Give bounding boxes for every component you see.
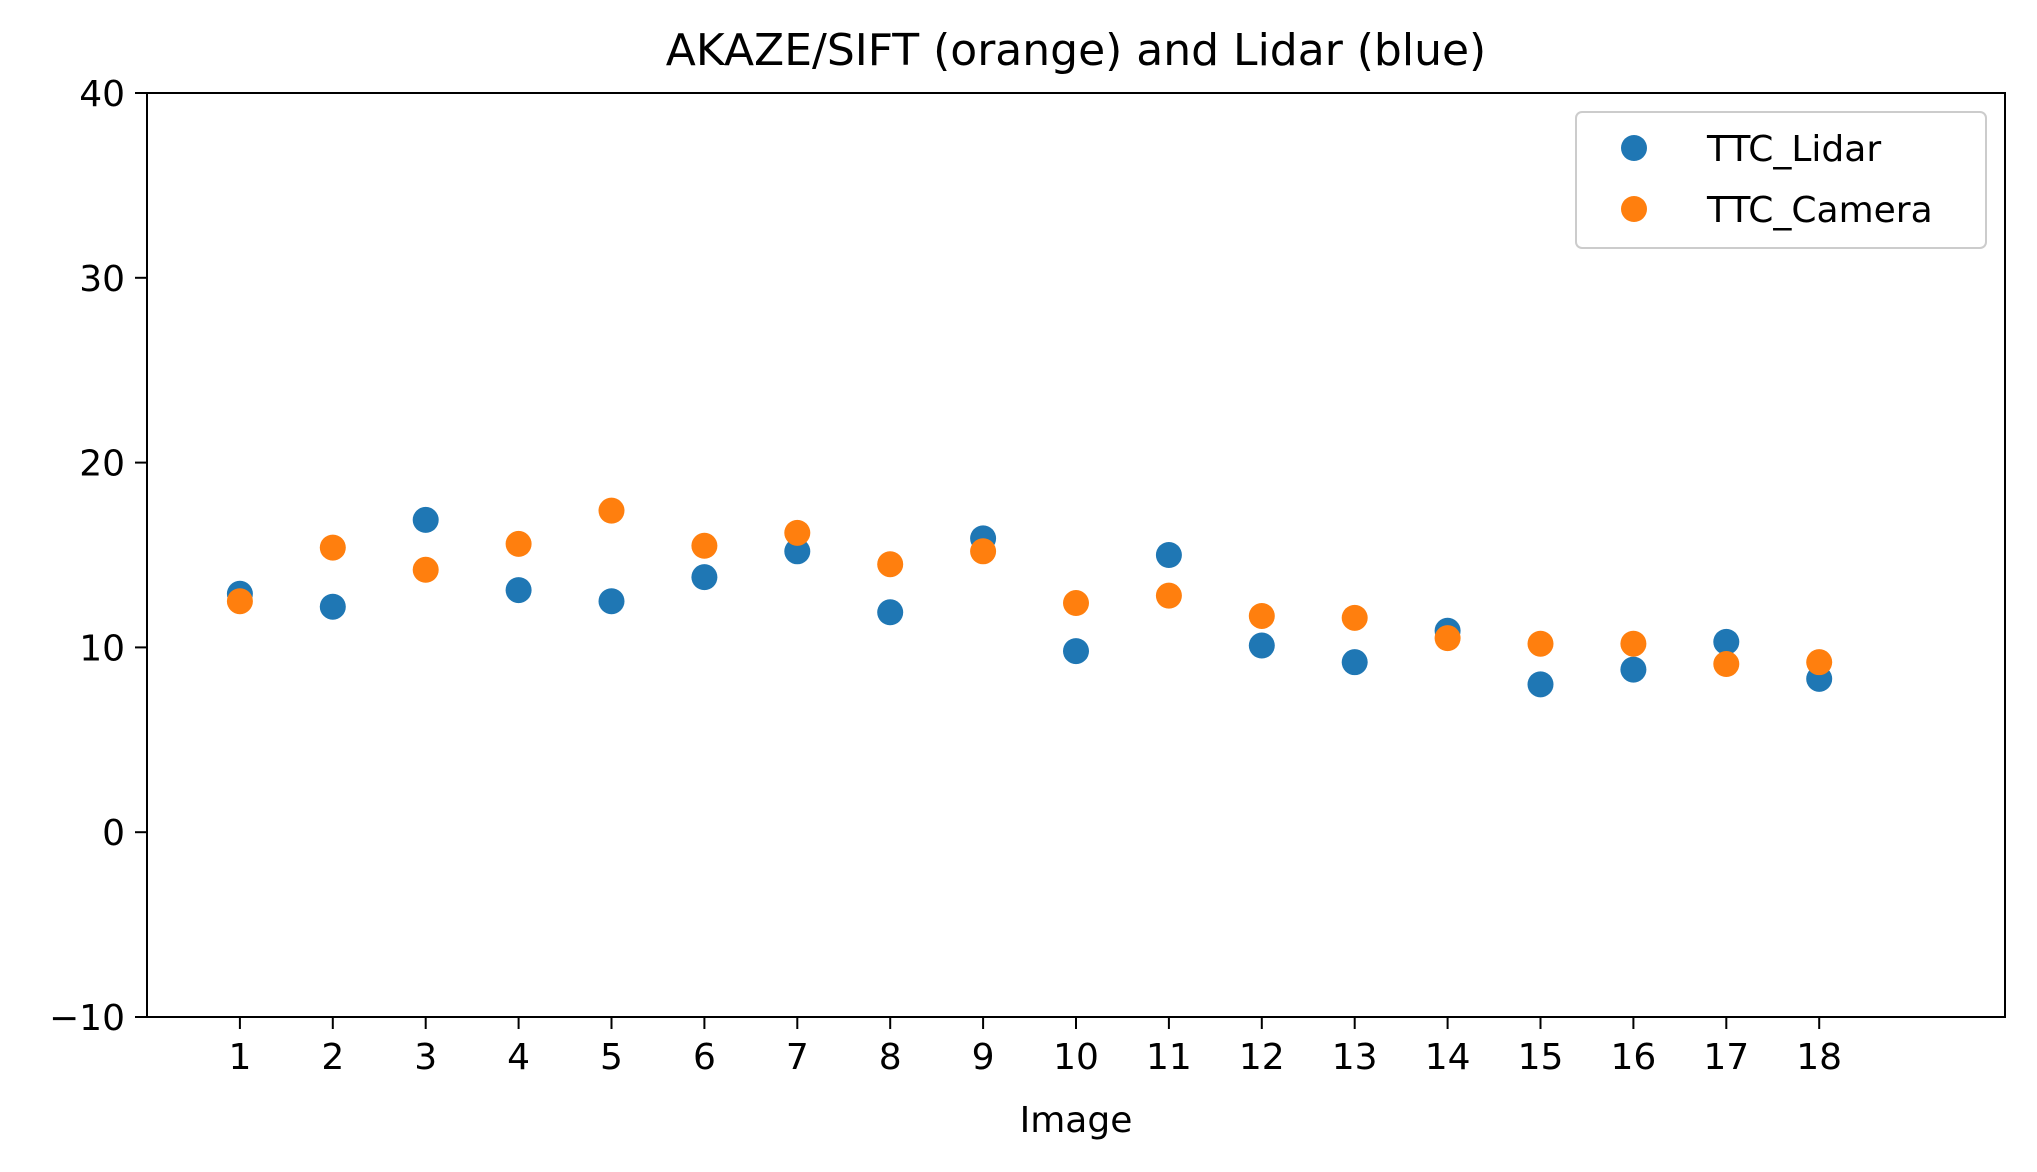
x-tick-label: 5 — [600, 1037, 623, 1078]
y-tick-label: 10 — [79, 628, 125, 669]
point-ttc-camera — [1248, 602, 1275, 629]
chart-title: AKAZE/SIFT (orange) and Lidar (blue) — [666, 25, 1486, 76]
y-axis: −10 0 10 20 30 40 — [49, 74, 147, 1039]
point-ttc-lidar — [319, 593, 346, 620]
x-tick-label: 1 — [228, 1037, 251, 1078]
x-tick-label: 11 — [1146, 1037, 1192, 1078]
x-tick-label: 13 — [1332, 1037, 1378, 1078]
point-ttc-camera — [1434, 625, 1461, 652]
point-ttc-lidar — [784, 538, 811, 565]
point-ttc-lidar — [505, 577, 532, 604]
point-ttc-lidar — [691, 564, 718, 591]
legend-label-ttc-lidar: TTC_Lidar — [1706, 129, 1881, 170]
point-ttc-lidar — [1155, 542, 1182, 568]
point-ttc-camera — [226, 588, 253, 615]
point-ttc-lidar — [1527, 671, 1554, 698]
x-tick-label: 2 — [321, 1037, 344, 1078]
point-ttc-camera — [1063, 590, 1089, 617]
y-tick-label: 20 — [79, 444, 125, 485]
point-ttc-lidar — [877, 599, 904, 626]
x-tick-label: 14 — [1425, 1037, 1471, 1078]
x-tick-label: 7 — [786, 1037, 809, 1078]
legend-marker-ttc-camera — [1621, 196, 1647, 222]
point-ttc-camera — [691, 532, 718, 559]
point-ttc-lidar — [1341, 649, 1368, 676]
x-tick-label: 3 — [414, 1037, 437, 1078]
point-ttc-lidar — [412, 506, 439, 533]
data-points — [226, 497, 1833, 698]
point-ttc-lidar — [1713, 628, 1740, 655]
legend: TTC_Lidar TTC_Camera — [1575, 111, 1987, 249]
point-ttc-camera — [319, 534, 346, 561]
x-tick-label: 10 — [1053, 1037, 1099, 1078]
x-tick-label: 9 — [972, 1037, 995, 1078]
x-tick-label: 16 — [1610, 1037, 1656, 1078]
x-tick-label: 15 — [1518, 1037, 1564, 1078]
point-ttc-camera — [1155, 582, 1182, 609]
legend-marker-ttc-lidar — [1621, 135, 1647, 161]
x-tick-label: 4 — [507, 1037, 530, 1078]
x-tick-label: 12 — [1239, 1037, 1285, 1078]
legend-label-ttc-camera: TTC_Camera — [1706, 190, 1933, 231]
point-ttc-camera — [412, 556, 439, 583]
y-tick-label: −10 — [49, 998, 125, 1039]
legend-box — [1575, 111, 1987, 249]
point-ttc-lidar — [1620, 656, 1647, 683]
point-ttc-camera — [970, 538, 997, 565]
point-ttc-camera — [598, 497, 625, 524]
y-tick-label: 30 — [79, 259, 125, 300]
point-ttc-lidar — [1063, 638, 1089, 665]
point-ttc-camera — [1620, 630, 1647, 657]
x-axis-label: Image — [1020, 1100, 1133, 1141]
x-axis: 1 2 3 4 5 6 7 8 9 10 11 12 13 14 15 16 17 18 — [228, 1017, 1842, 1078]
point-ttc-camera — [505, 530, 532, 557]
point-ttc-camera — [1341, 604, 1368, 631]
x-tick-label: 17 — [1703, 1037, 1749, 1078]
x-tick-label: 8 — [879, 1037, 902, 1078]
y-tick-label: 0 — [102, 813, 125, 854]
y-tick-label: 40 — [79, 74, 125, 115]
point-ttc-camera — [1527, 630, 1554, 657]
x-tick-label: 18 — [1796, 1037, 1842, 1078]
point-ttc-lidar — [598, 588, 625, 615]
point-ttc-camera — [1806, 649, 1833, 676]
point-ttc-lidar — [1248, 632, 1275, 659]
point-ttc-camera — [877, 551, 904, 578]
x-tick-label: 6 — [693, 1037, 716, 1078]
point-ttc-camera — [784, 519, 811, 546]
point-ttc-camera — [1713, 651, 1740, 678]
